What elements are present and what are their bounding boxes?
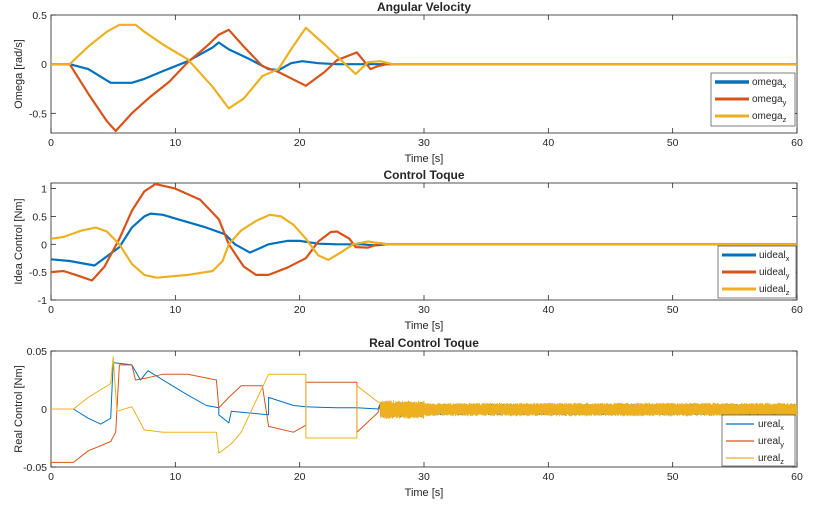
y-tick-label: -0.5 [29,108,47,120]
x-tick-label: 20 [294,137,306,149]
legend-label: urealx [758,419,784,432]
legend-label: uidealz [759,284,790,297]
series-line-ureal-z [51,356,797,454]
x-tick-label: 40 [542,471,554,483]
y-tick-label: 0.05 [27,346,48,358]
x-tick-label: 30 [418,471,430,483]
legend: uidealx uidealy uidealz [717,245,797,299]
chart-title: Real Control Toque [369,336,479,350]
x-tick-label: 0 [48,137,54,149]
x-tick-label: 40 [542,304,554,316]
y-axis-label: Idea Control [Nm] [13,198,25,284]
series-line-uideal-x [51,212,797,267]
legend-label: uidealy [759,267,790,280]
y-tick-label: 0 [41,404,47,416]
y-axis-label: Omega [rad/s] [13,39,25,109]
x-tick-label: 0 [48,471,54,483]
legend-label: omegax [752,77,787,90]
series-line-omega-x [51,41,797,84]
x-tick-label: 20 [294,304,306,316]
y-tick-label: -0.05 [23,462,47,474]
legend: urealx urealy urealz [721,414,796,467]
x-tick-label: 60 [791,304,803,316]
chart-1: 0 10 20 30 40 50 60 -0.5 0 0.5 Angular Velocity Tim… [13,0,803,165]
x-tick-label: 20 [294,471,306,483]
x-tick-label: 50 [667,137,679,149]
x-axis-label: Time [s] [405,153,444,165]
x-tick-label: 40 [542,137,554,149]
x-tick-label: 10 [169,471,181,483]
y-tick-label: 0 [41,239,47,251]
series-line-omega-y [51,28,797,133]
plot-area [50,14,798,134]
chart-title: Control Toque [383,168,464,182]
y-tick-label: 0.5 [32,211,47,223]
x-tick-label: 10 [169,304,181,316]
series-line-omega-z [51,23,797,110]
x-tick-label: 50 [667,471,679,483]
legend: omegax omegay omegaz [710,72,796,127]
chart-title: Angular Velocity [377,0,471,14]
y-tick-label: 1 [41,184,47,196]
x-tick-label: 50 [667,304,679,316]
y-axis-label: Real Control [Nm] [13,365,25,452]
x-tick-label: 10 [169,137,181,149]
x-tick-label: 30 [418,304,430,316]
chart-2: 0 10 20 30 40 50 60 -1 -0.5 0 0.5 1 Control Toque Tim… [13,168,803,332]
x-tick-label: 60 [791,137,803,149]
x-axis-label: Time [s] [405,487,444,499]
legend-label: urealy [758,436,784,449]
y-tick-label: -0.5 [29,267,47,279]
y-tick-label: 0.5 [32,10,47,22]
legend-label: omegay [752,94,787,107]
x-tick-label: 0 [48,304,54,316]
series-line-uideal-z [51,213,797,279]
x-tick-label: 60 [791,471,803,483]
legend-label: omegaz [752,111,787,124]
x-axis-label: Time [s] [405,320,444,332]
legend-label: urealz [758,453,784,466]
y-tick-label: -1 [38,295,47,307]
y-tick-label: 0 [41,59,47,71]
plot-area [50,182,798,301]
legend-label: uidealx [759,250,790,263]
x-tick-label: 30 [418,137,430,149]
